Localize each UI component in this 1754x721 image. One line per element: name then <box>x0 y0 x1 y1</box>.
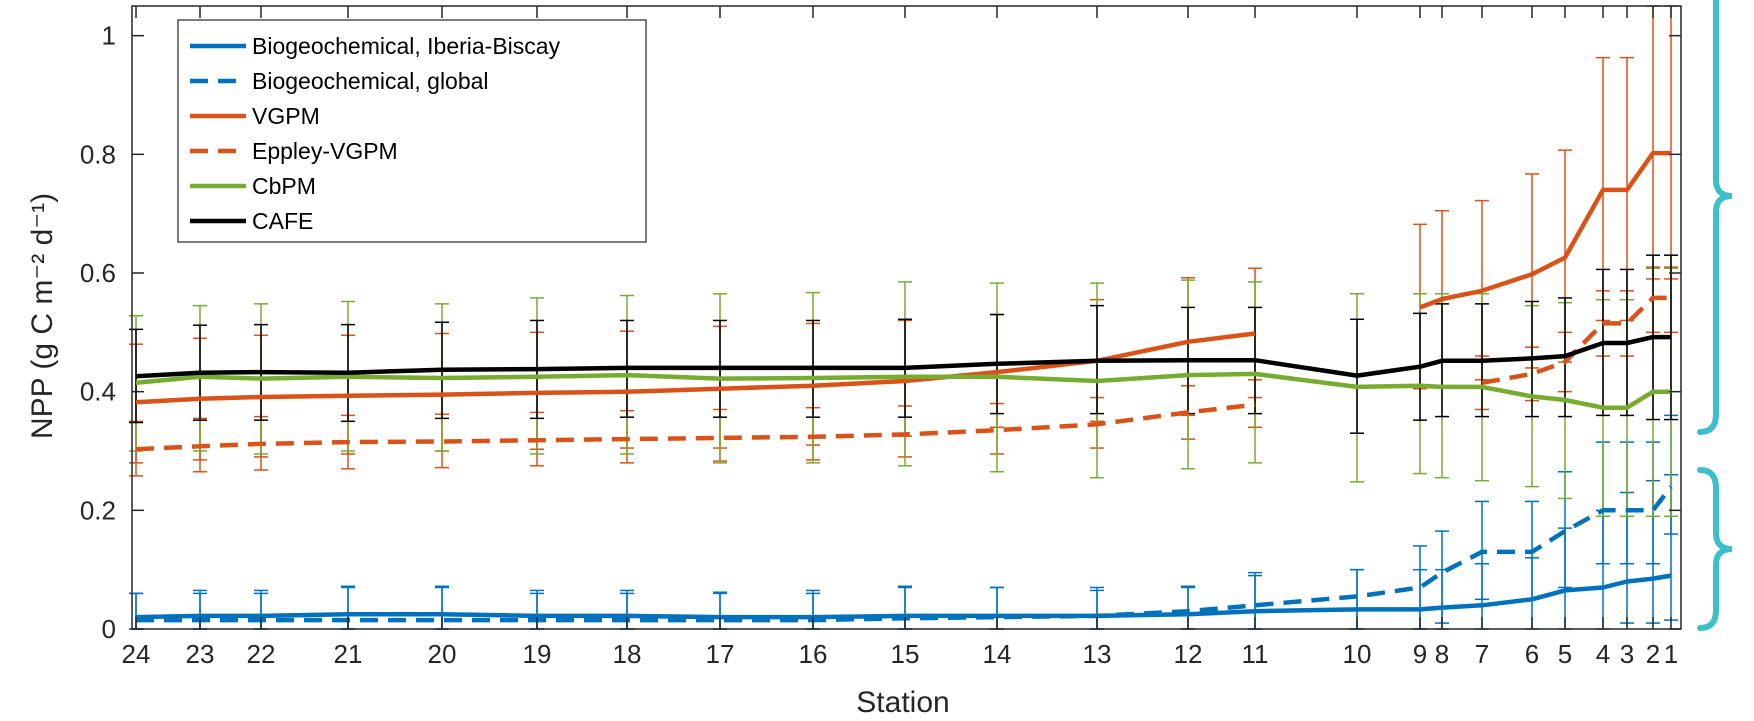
y-axis-title: NPP (g C m⁻² d⁻¹) <box>26 193 59 439</box>
x-tick-label: 9 <box>1413 639 1427 669</box>
y-tick-label: 0.4 <box>80 377 116 407</box>
y-tick-label: 0 <box>102 614 116 644</box>
x-tick-label: 8 <box>1435 639 1449 669</box>
x-tick-label: 4 <box>1596 639 1610 669</box>
group-brackets <box>1697 0 1733 631</box>
x-tick-label: 5 <box>1558 639 1572 669</box>
x-tick-label: 2 <box>1646 639 1660 669</box>
y-tick-labels: 0 0.2 0.4 0.6 0.8 1 <box>80 21 116 644</box>
x-tick-label: 19 <box>523 639 552 669</box>
x-tick-label: 11 <box>1242 639 1269 669</box>
x-tick-label: 7 <box>1475 639 1489 669</box>
x-tick-label: 18 <box>613 639 642 669</box>
legend-entry[interactable]: CbPM <box>252 173 316 199</box>
x-tick-label: 1 <box>1664 639 1678 669</box>
bracket-upper <box>1697 0 1733 435</box>
y-tick-label: 0.8 <box>80 139 116 169</box>
series-line <box>135 402 1256 452</box>
x-tick-labels: 24 23 22 21 20 19 18 17 16 15 14 13 12 11 10 9 8 7 6 5 4 3 2 1 <box>122 639 1679 669</box>
legend[interactable]: Biogeochemical, Iberia-Biscay Biogeochemi… <box>177 19 647 243</box>
series-line <box>135 334 1671 379</box>
x-tick-label: 10 <box>1343 639 1372 669</box>
bracket-lower <box>1697 467 1733 631</box>
x-tick-label: 15 <box>891 639 920 669</box>
x-tick-label: 13 <box>1083 639 1112 669</box>
axes <box>131 5 1682 630</box>
x-tick-label: 6 <box>1525 639 1539 669</box>
legend-entry[interactable]: CAFE <box>252 208 313 234</box>
x-tick-label: 16 <box>799 639 828 669</box>
x-tick-label: 22 <box>247 639 276 669</box>
series-lines <box>135 150 1673 623</box>
x-tick-label: 12 <box>1174 639 1203 669</box>
x-tick-label: 3 <box>1620 639 1634 669</box>
y-tick-label: 0.6 <box>80 258 116 288</box>
x-tick-label: 24 <box>122 639 151 669</box>
series-line <box>135 573 1672 620</box>
plot-box <box>131 5 1682 630</box>
x-tick-label: 20 <box>428 639 457 669</box>
legend-entry[interactable]: Biogeochemical, global <box>252 68 489 94</box>
y-tick-label: 0.2 <box>80 495 116 525</box>
x-tick-label: 23 <box>186 639 215 669</box>
legend-box <box>177 19 647 243</box>
series-line <box>1481 295 1671 386</box>
x-tick-label: 17 <box>706 639 735 669</box>
legend-entry[interactable]: Eppley-VGPM <box>252 138 398 164</box>
series-line <box>135 371 1671 410</box>
x-tick-label: 14 <box>983 639 1012 669</box>
plot-area <box>129 5 1678 630</box>
x-tick-label: 21 <box>334 639 363 669</box>
legend-entry[interactable]: Biogeochemical, Iberia-Biscay <box>252 33 561 59</box>
series-line <box>1419 150 1671 310</box>
x-axis-title: Station <box>856 686 949 719</box>
series-line <box>136 485 1673 623</box>
y-tick-label: 1 <box>102 21 116 51</box>
legend-entry[interactable]: VGPM <box>252 103 320 129</box>
